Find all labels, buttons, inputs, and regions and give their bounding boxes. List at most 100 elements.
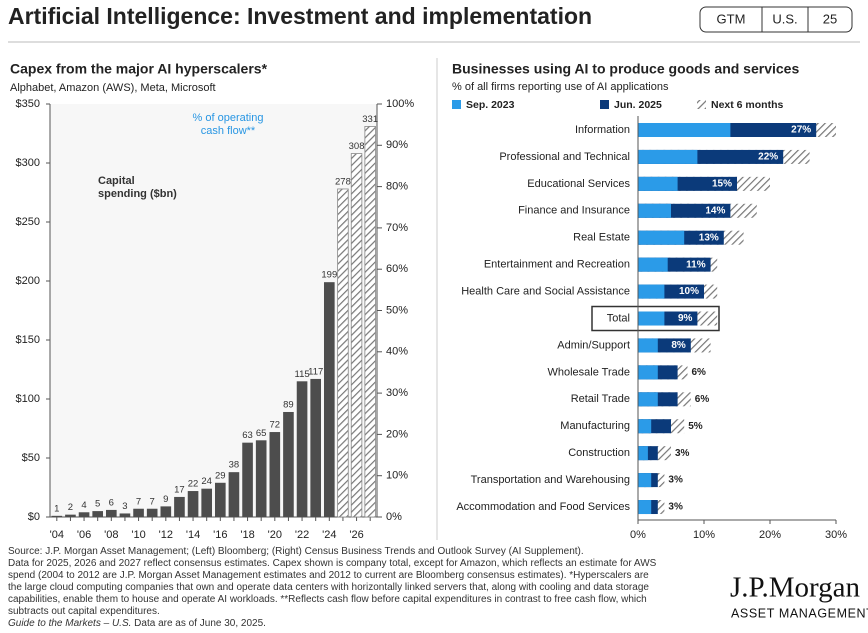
bar xyxy=(638,257,668,272)
bar xyxy=(310,378,322,517)
y2-tick-label: 70% xyxy=(386,222,408,234)
x-tick-label: 10% xyxy=(693,529,715,541)
y2-tick-label: 40% xyxy=(386,346,408,358)
x-tick-label: '08 xyxy=(104,529,118,541)
category-label: Professional and Technical xyxy=(499,151,630,163)
y-tick-label: $300 xyxy=(16,157,40,169)
category-label: Retail Trade xyxy=(571,393,630,405)
data-label: 27% xyxy=(791,125,811,136)
bar xyxy=(638,473,652,488)
footer: Source: J.P. Morgan Asset Management; (L… xyxy=(8,546,656,630)
x-tick-label: '12 xyxy=(159,529,173,541)
y2-tick-label: 20% xyxy=(386,428,408,440)
legend-label: Sep. 2023 xyxy=(466,99,515,111)
bar xyxy=(337,188,349,518)
bar xyxy=(638,446,648,461)
y2-tick-label: 30% xyxy=(386,387,408,399)
data-label: 38 xyxy=(229,460,240,471)
chart-title: Capex from the major AI hyperscalers* xyxy=(10,61,268,77)
data-label: 3 xyxy=(122,501,127,512)
data-label: 117 xyxy=(308,366,323,377)
y-tick-label: $0 xyxy=(28,511,40,523)
bar xyxy=(214,482,226,517)
x-tick-label: '16 xyxy=(213,529,227,541)
category-label: Manufacturing xyxy=(560,420,630,432)
data-label: 331 xyxy=(362,114,378,125)
data-label: 7 xyxy=(150,496,155,507)
logo: J.P.Morgan xyxy=(730,572,860,604)
data-label: 22% xyxy=(758,152,778,163)
bar xyxy=(638,123,731,137)
legend-swatch xyxy=(600,100,609,109)
data-label: 24 xyxy=(201,476,212,487)
x-tick-label: 30% xyxy=(825,529,847,541)
bar xyxy=(323,282,335,517)
data-label: 10% xyxy=(679,286,699,297)
data-label: 3% xyxy=(668,475,683,486)
x-tick-label: '06 xyxy=(77,529,91,541)
bar xyxy=(269,432,281,517)
data-label: 4 xyxy=(81,500,86,511)
tag-box xyxy=(699,6,853,33)
data-label: 22 xyxy=(188,479,199,490)
category-label: Finance and Insurance xyxy=(518,205,630,217)
category-label: Information xyxy=(575,124,630,136)
bar xyxy=(201,488,213,517)
y-tick-label: $350 xyxy=(16,98,40,110)
data-label: 17 xyxy=(174,484,185,495)
bar xyxy=(638,284,665,299)
bar xyxy=(638,230,685,245)
data-label: 63 xyxy=(242,430,253,441)
data-label: 89 xyxy=(283,399,294,410)
page-title: Artificial Intelligence: Investment and … xyxy=(8,3,592,29)
x-tick-label: '24 xyxy=(322,529,336,541)
bar xyxy=(296,381,308,517)
legend-label: Jun. 2025 xyxy=(614,99,662,111)
bar xyxy=(255,440,267,517)
category-label: Wholesale Trade xyxy=(547,366,630,378)
data-label: 72 xyxy=(270,420,281,431)
chart-subtitle: Alphabet, Amazon (AWS), Meta, Microsoft xyxy=(10,82,216,94)
y-tick-label: $200 xyxy=(16,275,40,287)
x-tick-label: '04 xyxy=(50,529,64,541)
data-label: 29 xyxy=(215,470,226,481)
bar xyxy=(638,419,652,434)
chart-subtitle: % of all firms reporting use of AI appli… xyxy=(452,81,669,93)
data-label: 11% xyxy=(686,259,706,270)
data-label: 199 xyxy=(321,270,337,281)
data-label: 1 xyxy=(54,503,59,514)
category-label: Entertainment and Recreation xyxy=(484,259,630,271)
data-label: 2 xyxy=(68,502,73,513)
x-tick-label: '20 xyxy=(268,529,282,541)
bar xyxy=(174,496,185,517)
bar xyxy=(638,203,671,218)
plot-area xyxy=(50,104,377,517)
data-label: 13% xyxy=(699,232,719,243)
bar xyxy=(105,509,117,517)
category-label: Real Estate xyxy=(573,232,630,244)
data-label: 9 xyxy=(163,494,168,505)
category-label: Total xyxy=(607,312,630,324)
data-label: 6 xyxy=(109,497,114,508)
data-label: 6% xyxy=(695,394,710,405)
x-tick-label: '26 xyxy=(349,529,363,541)
data-label: 5 xyxy=(95,499,100,510)
y2-tick-label: 50% xyxy=(386,304,408,316)
category-label: Educational Services xyxy=(527,178,630,190)
footnote: subtracts out capital expenditures. xyxy=(8,606,160,617)
x-tick-label: '18 xyxy=(240,529,254,541)
highlight-box xyxy=(591,305,720,332)
y-tick-label: $50 xyxy=(22,452,40,464)
bar-annotation: Capital spending ($bn) xyxy=(98,175,177,200)
data-label: 9% xyxy=(678,313,693,324)
data-label: 308 xyxy=(349,141,365,152)
category-label: Construction xyxy=(568,447,630,459)
as-of: Guide to the Markets – U.S. Data are as … xyxy=(8,618,656,630)
chart-title: Businesses using AI to produce goods and… xyxy=(452,61,799,77)
bar xyxy=(364,126,376,518)
data-label: 14% xyxy=(705,205,725,216)
category-label: Health Care and Social Assistance xyxy=(461,285,630,297)
x-tick-label: '10 xyxy=(131,529,145,541)
bar xyxy=(133,508,144,517)
footnote: capabilities, enable them to house and o… xyxy=(8,594,647,605)
